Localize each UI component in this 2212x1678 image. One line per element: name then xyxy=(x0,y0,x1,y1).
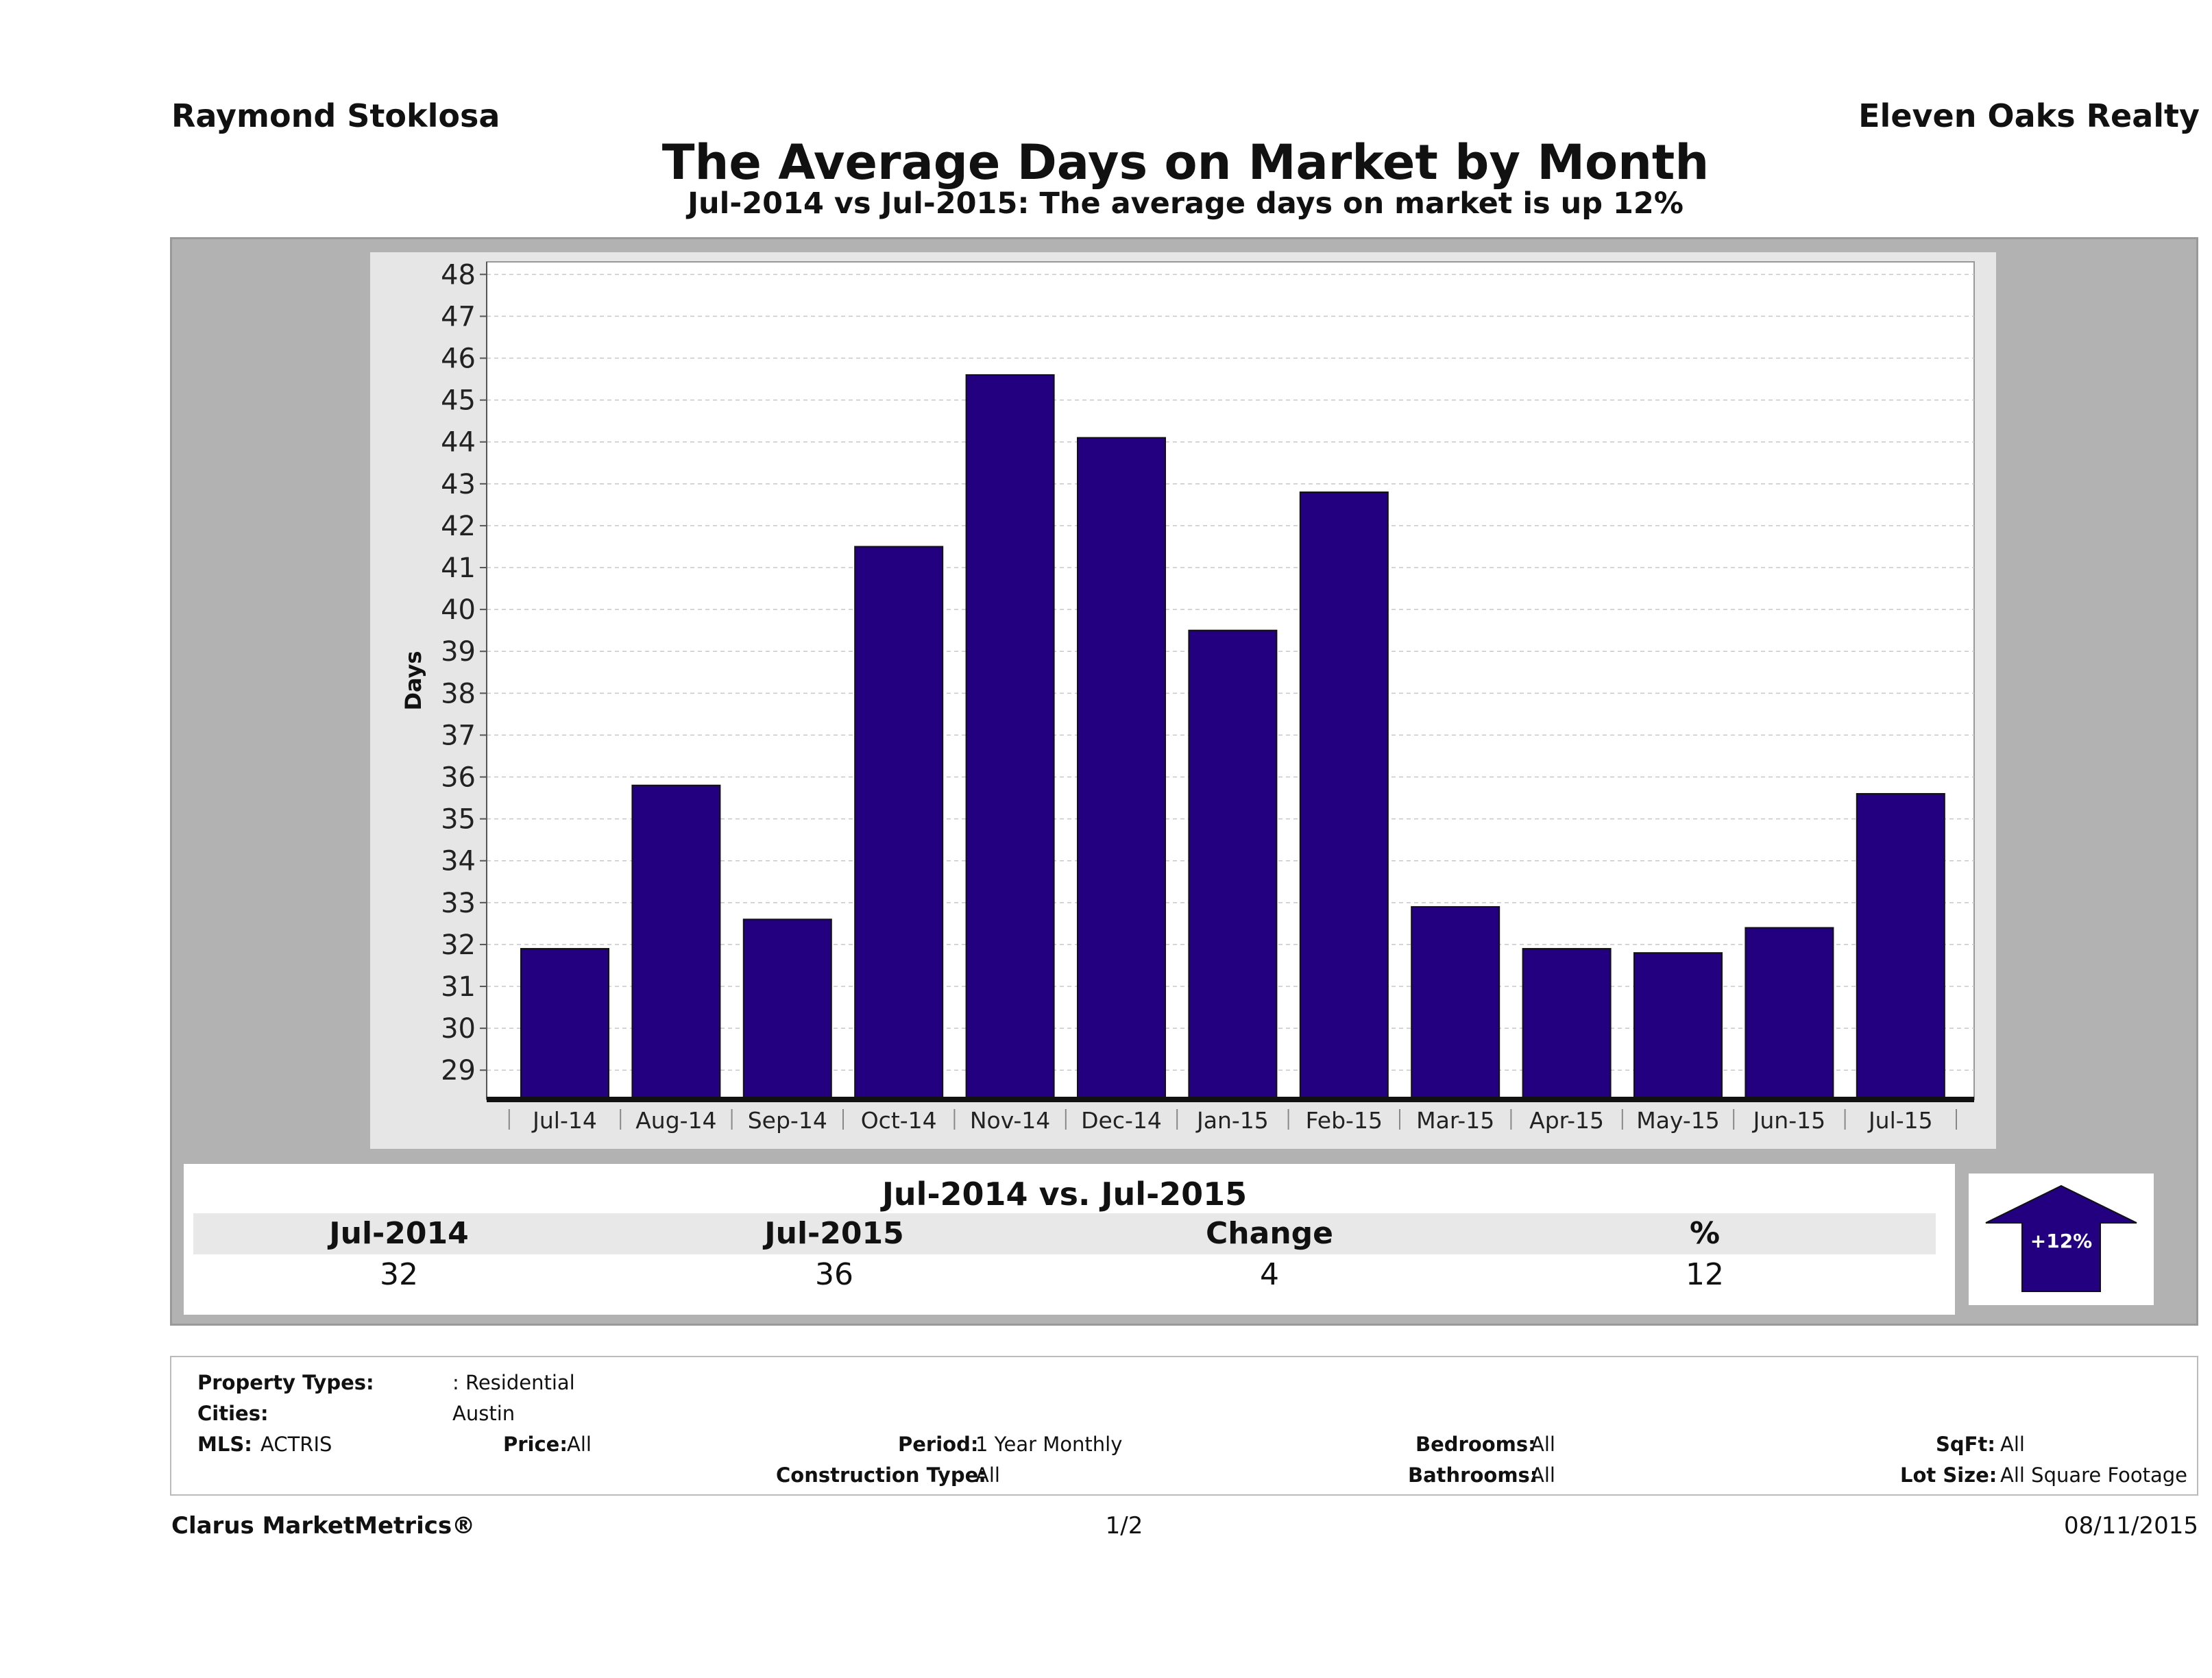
bar-oct-14 xyxy=(854,546,944,1101)
summary-header-row: Jul-2014 Jul-2015 Change % xyxy=(193,1213,1936,1254)
x-tick-label: Nov-14 xyxy=(970,1107,1050,1134)
y-tick-label: 35 xyxy=(441,804,476,836)
report-filters: Property Types: : Residential Cities: Au… xyxy=(170,1356,2198,1496)
lot-size-value: All Square Footage xyxy=(2000,1463,2188,1487)
y-tick-label: 34 xyxy=(441,846,476,877)
y-tick-label: 38 xyxy=(441,678,476,709)
bathrooms-label: Bathrooms: xyxy=(1408,1463,1538,1487)
period-label: Period: xyxy=(898,1433,979,1456)
mls-value: ACTRIS xyxy=(260,1433,332,1456)
bar-dec-14 xyxy=(1077,437,1166,1100)
bar-sep-14 xyxy=(742,919,832,1101)
bar-jan-15 xyxy=(1188,629,1278,1100)
sqft-label: SqFt: xyxy=(1936,1433,1995,1456)
summary-header-change: Change xyxy=(1206,1216,1333,1251)
bar-may-15 xyxy=(1633,952,1723,1101)
x-tick-label: Dec-14 xyxy=(1081,1107,1162,1134)
chart-panel: 29 30 31 32 33 34 35 36 37 38 39 40 41 42 43 44 45 46 47 48… xyxy=(370,252,1996,1149)
lot-size-label: Lot Size: xyxy=(1900,1463,1997,1487)
x-tick-label: Oct-14 xyxy=(861,1107,937,1134)
period-value: 1 Year Monthly xyxy=(975,1433,1123,1456)
y-tick-label: 30 xyxy=(441,1013,476,1045)
x-tick-label: Jun-15 xyxy=(1752,1107,1825,1134)
bar-nov-14 xyxy=(965,374,1055,1101)
brokerage-name: Eleven Oaks Realty xyxy=(1858,97,2200,134)
change-badge-label: +12% xyxy=(2030,1230,2092,1252)
y-tick-label: 32 xyxy=(441,929,476,961)
x-tick-label: Jul-15 xyxy=(1867,1107,1933,1134)
x-tick-label: Feb-15 xyxy=(1306,1107,1383,1134)
price-label: Price: xyxy=(503,1433,568,1456)
y-tick-label: 44 xyxy=(441,427,476,459)
x-tick-label: Mar-15 xyxy=(1416,1107,1494,1134)
x-tick-label: Jul-14 xyxy=(531,1107,597,1134)
summary-value-percent: 12 xyxy=(1686,1257,1724,1292)
summary-title-row: Jul-2014 vs. Jul-2015 xyxy=(193,1174,1936,1213)
agent-name: Raymond Stoklosa xyxy=(171,97,500,134)
y-tick-label: 43 xyxy=(441,469,476,500)
y-tick-label: 46 xyxy=(441,343,476,375)
up-arrow-icon xyxy=(1985,1184,2137,1292)
change-badge: +12% xyxy=(1969,1174,2154,1305)
y-tick-label: 33 xyxy=(441,888,476,919)
summary-header-jul-2015: Jul-2015 xyxy=(764,1216,904,1251)
bar-jun-15 xyxy=(1745,927,1834,1100)
y-tick-label: 47 xyxy=(441,301,476,332)
y-tick-label: 40 xyxy=(441,594,476,626)
bar-feb-15 xyxy=(1299,491,1389,1100)
summary-header-jul-2014: Jul-2014 xyxy=(329,1216,469,1251)
summary-value-jul-2014: 32 xyxy=(380,1257,418,1292)
x-tick-label: Apr-15 xyxy=(1529,1107,1604,1134)
bedrooms-label: Bedrooms: xyxy=(1415,1433,1536,1456)
x-tick-label: Aug-14 xyxy=(635,1107,716,1134)
page-number: 1/2 xyxy=(1105,1512,1143,1540)
comparison-summary: Jul-2014 vs. Jul-2015 Jul-2014 Jul-2015 … xyxy=(184,1164,1955,1315)
price-value: All xyxy=(567,1433,592,1456)
chart-title: The Average Days on Market by Month xyxy=(661,134,1710,191)
y-tick-label: 41 xyxy=(441,552,476,584)
chart-subtitle: Jul-2014 vs Jul-2015: The average days o… xyxy=(688,186,1684,221)
sqft-value: All xyxy=(2000,1433,2025,1456)
bathrooms-value: All xyxy=(1531,1463,1555,1487)
summary-value-change: 4 xyxy=(1260,1257,1279,1292)
property-types-value: : Residential xyxy=(452,1371,575,1394)
x-tick-label: Jan-15 xyxy=(1195,1107,1269,1134)
cities-value: Austin xyxy=(452,1402,515,1425)
summary-header-percent: % xyxy=(1689,1216,1721,1251)
y-tick-label: 37 xyxy=(441,720,476,751)
construction-type-label: Construction Type: xyxy=(776,1463,986,1487)
bar-mar-15 xyxy=(1411,905,1500,1100)
y-tick-label: 39 xyxy=(441,636,476,668)
report-date: 08/11/2015 xyxy=(2064,1512,2198,1540)
x-tick-label: Sep-14 xyxy=(748,1107,827,1134)
y-tick-label: 36 xyxy=(441,762,476,794)
summary-value-jul-2015: 36 xyxy=(815,1257,853,1292)
y-tick-label: 29 xyxy=(441,1055,476,1086)
mls-label: MLS: xyxy=(197,1433,252,1456)
y-tick-label: 48 xyxy=(441,259,476,291)
bar-aug-14 xyxy=(631,784,721,1100)
y-tick-label: 45 xyxy=(441,385,476,417)
summary-value-row: 32 36 4 12 xyxy=(193,1254,1936,1294)
footer-brand: Clarus MarketMetrics® xyxy=(171,1512,476,1540)
bedrooms-value: All xyxy=(1531,1433,1555,1456)
summary-title: Jul-2014 vs. Jul-2015 xyxy=(882,1176,1248,1213)
cities-label: Cities: xyxy=(197,1402,269,1425)
y-tick-label: 31 xyxy=(441,971,476,1003)
construction-type-value: All xyxy=(975,1463,1000,1487)
bar-jul-14 xyxy=(520,948,609,1100)
bar-chart: 29 30 31 32 33 34 35 36 37 38 39 40 41 42 43 44 45 46 47 48… xyxy=(400,259,1975,1134)
y-tick-label: 42 xyxy=(441,511,476,542)
bar-apr-15 xyxy=(1522,948,1612,1100)
y-axis-label: Days xyxy=(400,650,426,710)
property-types-label: Property Types: xyxy=(197,1371,374,1394)
x-tick-label: May-15 xyxy=(1636,1107,1720,1134)
bar-jul-15 xyxy=(1856,792,1945,1100)
